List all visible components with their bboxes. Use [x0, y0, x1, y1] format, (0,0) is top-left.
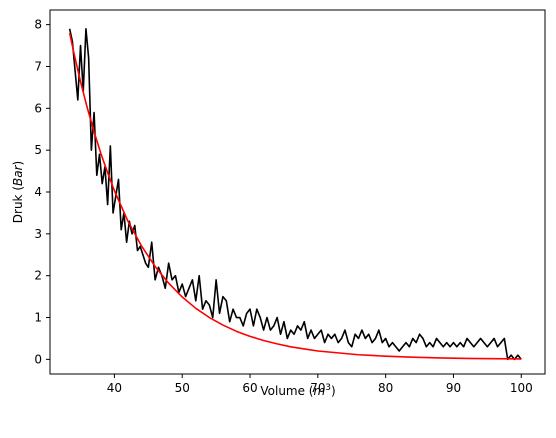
x-tick-label: 60 [242, 381, 257, 395]
x-tick-label: 40 [107, 381, 122, 395]
y-axis-label: Druk (Bar) [11, 161, 25, 223]
x-tick-label: 50 [175, 381, 190, 395]
x-tick-label: 100 [510, 381, 533, 395]
y-axis: 0 1 2 3 4 5 6 7 8 [34, 18, 50, 366]
axes-frame [49, 9, 546, 375]
plot-area [68, 28, 522, 361]
y-tick-label: 6 [34, 101, 42, 115]
y-tick-label: 4 [34, 185, 42, 199]
y-tick-label: 1 [34, 311, 42, 325]
x-axis-label: Volume (m3) [260, 383, 335, 398]
measured-data-line [68, 28, 522, 361]
fit-curve-line [68, 32, 522, 360]
y-tick-label: 5 [34, 143, 42, 157]
x-tick-label: 70 [310, 381, 325, 395]
y-tick-label: 7 [34, 59, 42, 73]
x-tick-label: 90 [446, 381, 461, 395]
y-tick-label: 3 [34, 227, 42, 241]
y-tick-label: 2 [34, 269, 42, 283]
x-axis: 40 50 60 70 80 90 100 [107, 374, 533, 395]
y-tick-label: 0 [34, 352, 42, 366]
x-tick-label: 80 [378, 381, 393, 395]
y-tick-label: 8 [34, 18, 42, 32]
